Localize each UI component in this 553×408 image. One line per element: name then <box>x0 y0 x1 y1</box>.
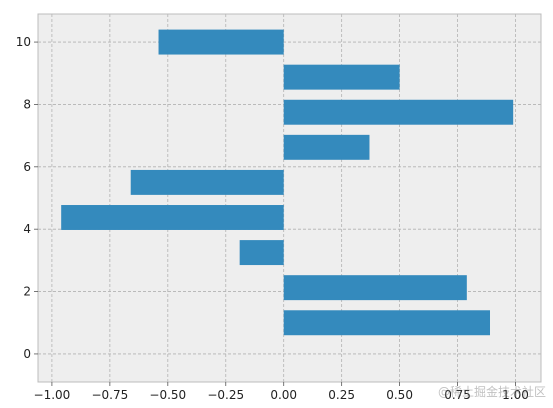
x-tick-label: −0.50 <box>149 388 186 402</box>
x-tick-label: 0.75 <box>444 388 471 402</box>
x-tick-label: −0.25 <box>207 388 244 402</box>
y-tick-label: 2 <box>23 285 31 299</box>
bar <box>283 310 491 336</box>
x-tick-label: 0.50 <box>386 388 413 402</box>
bar <box>283 134 370 160</box>
y-tick-label: 4 <box>23 222 31 236</box>
x-tick-label: 1.00 <box>502 388 529 402</box>
y-axis-ticks: 0 2 4 6 8 10 <box>16 35 38 361</box>
bar <box>283 99 514 125</box>
x-tick-label: −1.00 <box>34 388 71 402</box>
bar <box>61 205 284 230</box>
y-tick-label: 10 <box>16 35 31 49</box>
y-tick-label: 6 <box>23 160 31 174</box>
bar <box>239 240 284 266</box>
watermark-text: @稀土掘金技术社区 <box>438 384 546 399</box>
bar <box>283 275 467 301</box>
bar <box>283 64 400 90</box>
x-tick-label: 0.00 <box>270 388 297 402</box>
bar <box>158 29 284 55</box>
y-tick-label: 8 <box>23 97 31 111</box>
x-tick-label: 0.25 <box>328 388 355 402</box>
y-tick-label: 0 <box>23 347 31 361</box>
x-axis-ticks: −1.00 −0.75 −0.50 −0.25 0.00 0.25 0.50 0.75 1.00 <box>34 382 529 402</box>
x-tick-label: −0.75 <box>91 388 128 402</box>
bars <box>61 29 514 336</box>
axes-frame <box>37 13 542 383</box>
bar <box>130 169 284 195</box>
